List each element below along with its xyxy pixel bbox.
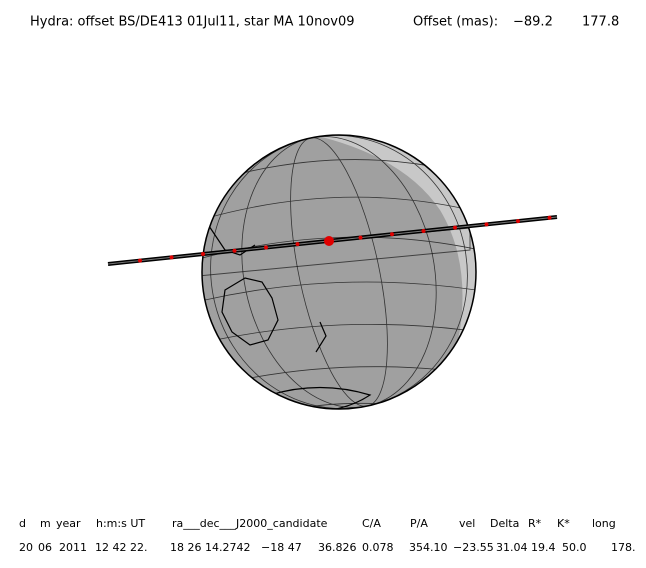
cell-value: 50.0 [562, 541, 587, 554]
track-dot [547, 215, 552, 220]
column-header: long [592, 517, 616, 530]
track-dot [453, 225, 457, 230]
track-dot [138, 258, 142, 263]
column-header: ra___dec___J2000_candidate [172, 517, 328, 530]
track-dot [484, 222, 489, 227]
cell-value: −18 47 [261, 541, 302, 554]
offset-label: Offset (mas): [413, 15, 498, 30]
cell-value: 178. [611, 541, 636, 554]
track-dot [264, 245, 268, 250]
column-header: Delta [490, 517, 519, 530]
column-header: P/A [410, 517, 428, 530]
cell-value: 06 [38, 541, 52, 554]
cell-value: 18 26 14.2742 [170, 541, 250, 554]
column-header: K* [557, 517, 570, 530]
cell-value: −23.55 [453, 541, 494, 554]
offset-value: 177.8 [582, 15, 619, 30]
track-dot [232, 248, 237, 253]
column-header: h:m:s UT [96, 517, 145, 530]
column-header: R* [528, 517, 542, 530]
track-dot [295, 242, 300, 247]
cell-value: 36.826 [318, 541, 357, 554]
offset-value: −89.2 [513, 15, 553, 30]
star-position [324, 236, 334, 246]
column-header: year [56, 517, 81, 530]
track [107, 215, 558, 266]
cell-value: 354.10 [409, 541, 448, 554]
cell-value: 20 [19, 541, 33, 554]
column-header: d [19, 517, 26, 530]
track-dot [201, 252, 205, 257]
cell-value: 31.04 [496, 541, 528, 554]
cell-value: 19.4 [531, 541, 556, 554]
cell-value: 2011 [59, 541, 87, 554]
column-header: C/A [362, 517, 381, 530]
column-header: m [40, 517, 51, 530]
track-dot [358, 235, 363, 240]
track-dot [516, 219, 520, 224]
column-header: vel [459, 517, 475, 530]
cell-value: 12 42 22. [95, 541, 147, 554]
track-dot [421, 228, 426, 233]
track-dot [169, 255, 174, 260]
cell-value: 0.078 [362, 541, 394, 554]
globe [201, 134, 477, 410]
title: Hydra: offset BS/DE413 01Jul11, star MA … [30, 15, 355, 30]
track-dot [390, 232, 394, 237]
